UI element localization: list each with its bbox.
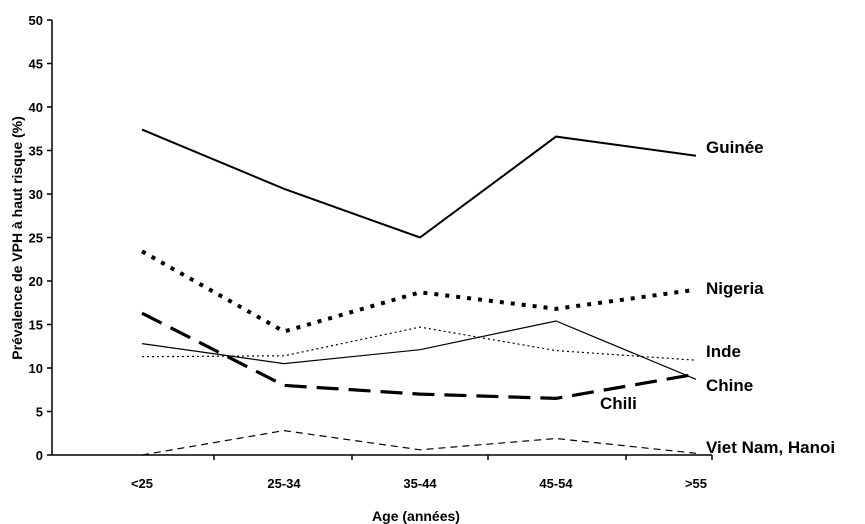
series-label: Chine <box>706 376 753 395</box>
series-line <box>141 320 697 380</box>
x-axis-title: Age (années) <box>372 508 460 524</box>
series-line <box>141 311 697 401</box>
x-tick-label: 25-34 <box>267 476 301 491</box>
series-line <box>141 326 697 361</box>
series-label: Chili <box>600 394 637 413</box>
series-line <box>141 128 697 239</box>
y-tick-label: 45 <box>29 57 43 72</box>
y-tick-label: 5 <box>36 405 43 420</box>
y-tick-label: 35 <box>29 144 43 159</box>
series-lines <box>141 128 697 456</box>
x-axis-ticks: <25 25-34 35-44 45-54 >55 <box>131 455 713 491</box>
series-labels: Guinée Nigeria Inde Chine Chili Viet Nam, Han… <box>600 138 835 457</box>
y-tick-label: 10 <box>29 361 43 376</box>
x-tick-label: >55 <box>685 476 707 491</box>
series-label: Viet Nam, Hanoi <box>706 438 835 457</box>
y-tick-label: 30 <box>29 187 43 202</box>
series-label: Nigeria <box>706 279 764 298</box>
x-tick-label: <25 <box>131 476 153 491</box>
series-line <box>141 429 697 456</box>
series-label: Inde <box>706 342 741 361</box>
y-tick-label: 25 <box>29 231 43 246</box>
y-tick-label: 50 <box>29 13 43 28</box>
y-axis-ticks: 0 5 10 15 20 25 30 35 40 45 50 <box>29 13 52 463</box>
series-label: Guinée <box>706 138 764 157</box>
y-tick-label: 0 <box>36 448 43 463</box>
series-line <box>141 249 697 334</box>
y-tick-label: 40 <box>29 100 43 115</box>
x-tick-label: 45-54 <box>539 476 573 491</box>
y-tick-label: 15 <box>29 318 43 333</box>
y-axis-title: Prévalence de VPH à haut risque (%) <box>9 116 25 360</box>
x-tick-label: 35-44 <box>403 476 437 491</box>
y-tick-label: 20 <box>29 274 43 289</box>
